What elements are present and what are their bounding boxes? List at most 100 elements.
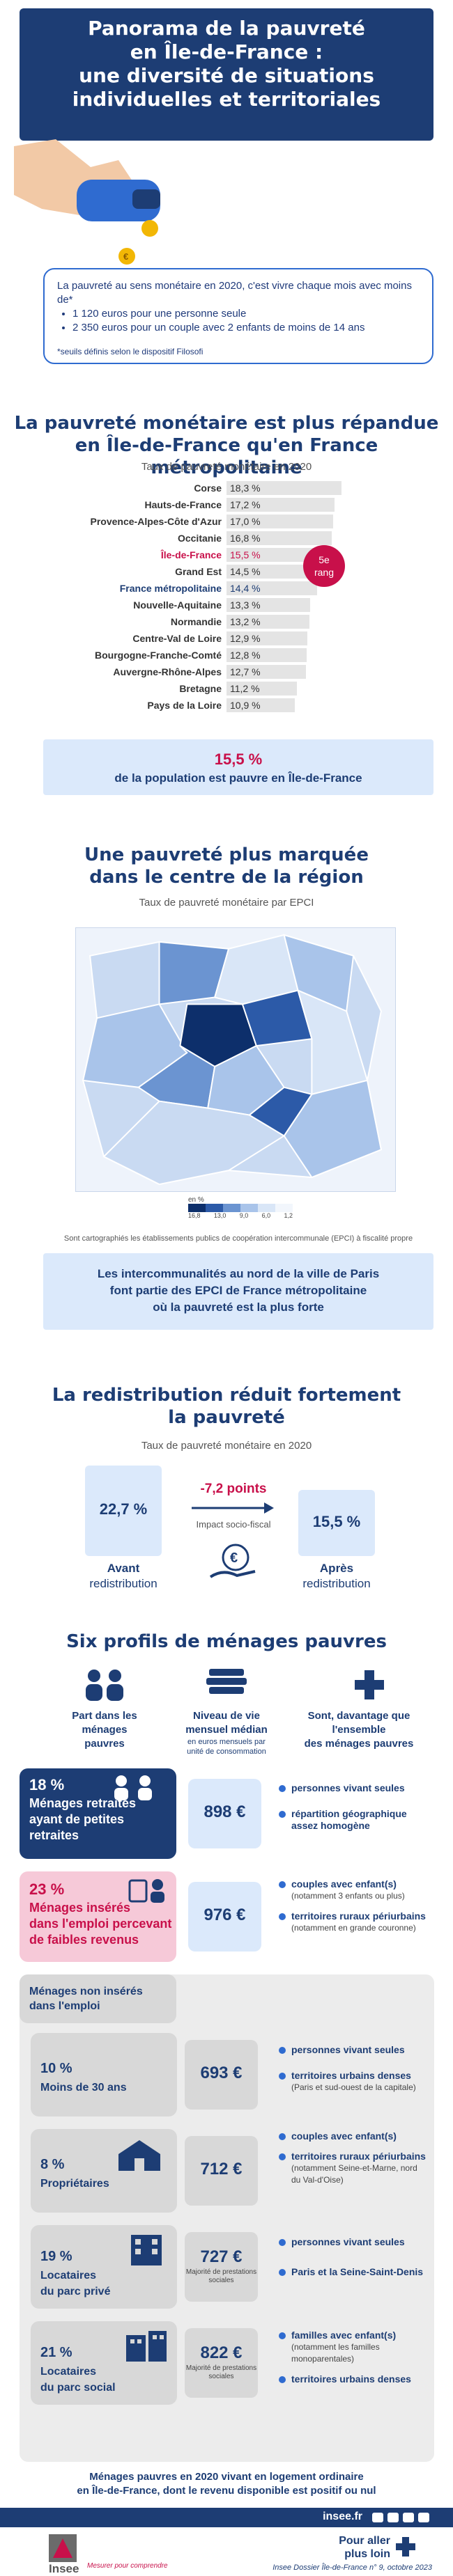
title-line: Panorama de la pauvreté — [88, 17, 365, 40]
label-line: Locataires — [40, 2270, 97, 2282]
column-header-share: Part dans les ménages pauvres — [56, 1709, 153, 1751]
profile-share: 21 % — [40, 2345, 72, 2360]
band-line: font partie des EPCI de France métropoli… — [109, 1284, 367, 1297]
bar-category-label: Auvergne-Rhône-Alpes — [113, 666, 222, 677]
label-line: en euros mensuels par — [187, 1738, 266, 1746]
bar-value-label: 12,8 % — [230, 650, 261, 661]
worker-icon — [128, 1879, 164, 1903]
bar — [227, 481, 341, 495]
legend-tick: 1,2 — [284, 1212, 293, 1219]
bar-category-label: Île-de-France — [160, 549, 222, 560]
label-line: mensuel médian — [185, 1724, 268, 1736]
map-note: Sont cartographiés les établissements pu… — [63, 1234, 413, 1243]
header-banner — [20, 8, 433, 141]
bar — [227, 648, 307, 662]
youtube-icon[interactable] — [403, 2513, 414, 2522]
hand-wallet-illustration: € — [14, 139, 160, 265]
profile-median: 898 € — [188, 1779, 261, 1848]
bar-category-label: Occitanie — [177, 533, 222, 544]
bar-category-label: Corse — [194, 482, 222, 494]
after-redistribution-label: Après redistribution — [284, 1561, 389, 1592]
key-figure-band: 15,5 % de la population est pauvre en Îl… — [43, 739, 433, 795]
profile-label: 19 % Locataires du parc privé — [40, 2249, 166, 2300]
linkedin-icon[interactable] — [418, 2513, 429, 2522]
coin-icon — [118, 248, 135, 265]
bar-row: Centre-Val de Loire 12,9 % — [0, 631, 453, 647]
bar-value-label: 12,7 % — [230, 666, 261, 677]
bar — [227, 615, 309, 629]
label-line: Locataires — [40, 2366, 97, 2378]
legend-color-scale — [188, 1204, 293, 1212]
bar-value-label: 17,2 % — [230, 499, 261, 510]
prestations-note: Majorité de prestations sociales — [185, 2268, 257, 2284]
profile-tile-retirees — [20, 1768, 176, 1859]
chart-subtitle: Taux de pauvreté monétaire en 2020 — [141, 461, 312, 473]
label-line: unité de consommation — [187, 1748, 266, 1756]
characteristic-item: répartition géographique assez homogène — [279, 1808, 425, 1832]
wallet-clasp — [132, 189, 160, 209]
facebook-icon[interactable] — [372, 2513, 383, 2522]
title-line: La redistribution réduit fortement — [52, 1385, 401, 1406]
profile-median: 822 € — [200, 2343, 243, 2362]
insee-logo-text: Insee — [49, 2562, 79, 2575]
characteristic-item: personnes vivant seules — [279, 2044, 429, 2056]
building-icon — [131, 2235, 162, 2265]
bar — [227, 498, 335, 512]
characteristic-item: territoires urbains denses — [279, 2373, 429, 2385]
profile-characteristics: couples avec enfant(s) territoires rurau… — [279, 2130, 429, 2194]
insee-logo-icon — [49, 2534, 77, 2562]
epci-choropleth-map — [75, 927, 396, 1192]
publication-reference: Insee Dossier Île-de-France n° 9, octobr… — [272, 2563, 432, 2572]
bar-value-label: 12,9 % — [230, 633, 261, 644]
elderly-couple-icon — [114, 1775, 152, 1800]
plus-icon[interactable] — [394, 2536, 417, 2558]
badge-rank: 5e — [318, 554, 330, 565]
title-line: en Île-de-France qu'en France métropolit… — [75, 435, 378, 478]
non-employed-header: Ménages non insérés dans l'emploi — [20, 1974, 176, 2023]
bar-category-label: Pays de la Loire — [147, 700, 222, 711]
bar-category-label: France métropolitaine — [119, 583, 222, 594]
title-line: la pauvreté — [168, 1407, 285, 1428]
profile-tile-under30 — [31, 2033, 177, 2116]
map-subtitle: Taux de pauvreté monétaire par EPCI — [139, 897, 314, 909]
bar-value-label: 15,5 % — [230, 549, 261, 560]
bar-value-label: 10,9 % — [230, 700, 261, 711]
label-line: Ménages retraités — [29, 1796, 137, 1810]
bar — [227, 631, 308, 645]
plus-icon — [355, 1670, 384, 1699]
bar — [227, 565, 318, 579]
profile-label: 23 % Ménages insérés dans l'emploi perce… — [29, 1881, 172, 1948]
column-header-characteristics: Sont, davantage que l'ensemble des ménag… — [300, 1709, 418, 1751]
label-line: Propriétaires — [40, 2178, 109, 2190]
bar-value-label: 17,0 % — [230, 516, 261, 527]
before-redistribution-value: 22,7 % — [85, 1466, 162, 1556]
closing-line: en Île-de-France, dont le revenu disponi… — [77, 2485, 376, 2497]
badge-label: rang — [314, 567, 335, 578]
bar-row: Provence-Alpes-Côte d'Azur 17,0 % — [0, 514, 453, 531]
footer-url-link[interactable]: insee.fr — [323, 2511, 362, 2522]
legend-swatch — [258, 1204, 275, 1212]
bar-value-label: 13,3 % — [230, 599, 261, 611]
legend-tick: 13,0 — [213, 1212, 227, 1219]
coin-icon — [141, 220, 158, 237]
page-title: Panorama de la pauvreté en Île-de-France… — [28, 17, 425, 111]
bar — [227, 682, 297, 696]
legend-swatch — [275, 1204, 293, 1212]
insee-tagline: Mesurer pour comprendre — [87, 2562, 168, 2570]
threshold-item: 1 120 euros pour une personne seule — [72, 307, 420, 321]
bar-row: Bretagne 11,2 % — [0, 681, 453, 698]
label-line: Après — [319, 1562, 354, 1575]
characteristic-item: familles avec enfant(s) (notamment les fa… — [279, 2330, 429, 2365]
further-reading[interactable]: Pour aller plus loin — [293, 2534, 390, 2561]
bar-category-label: Normandie — [170, 616, 222, 627]
social-housing-icon — [126, 2331, 167, 2362]
bar-value-label: 11,2 % — [230, 683, 260, 694]
bar — [227, 581, 317, 595]
profile-median: 976 € — [188, 1882, 261, 1951]
section2-title: Une pauvreté plus marquée dans le centre… — [0, 844, 453, 888]
label-line: Part dans les — [72, 1710, 137, 1722]
bar — [227, 598, 310, 612]
key-figure-value: 15,5 % — [214, 751, 263, 768]
bar-row: Île-de-France 15,5 % — [0, 547, 453, 564]
twitter-icon[interactable] — [387, 2513, 399, 2522]
